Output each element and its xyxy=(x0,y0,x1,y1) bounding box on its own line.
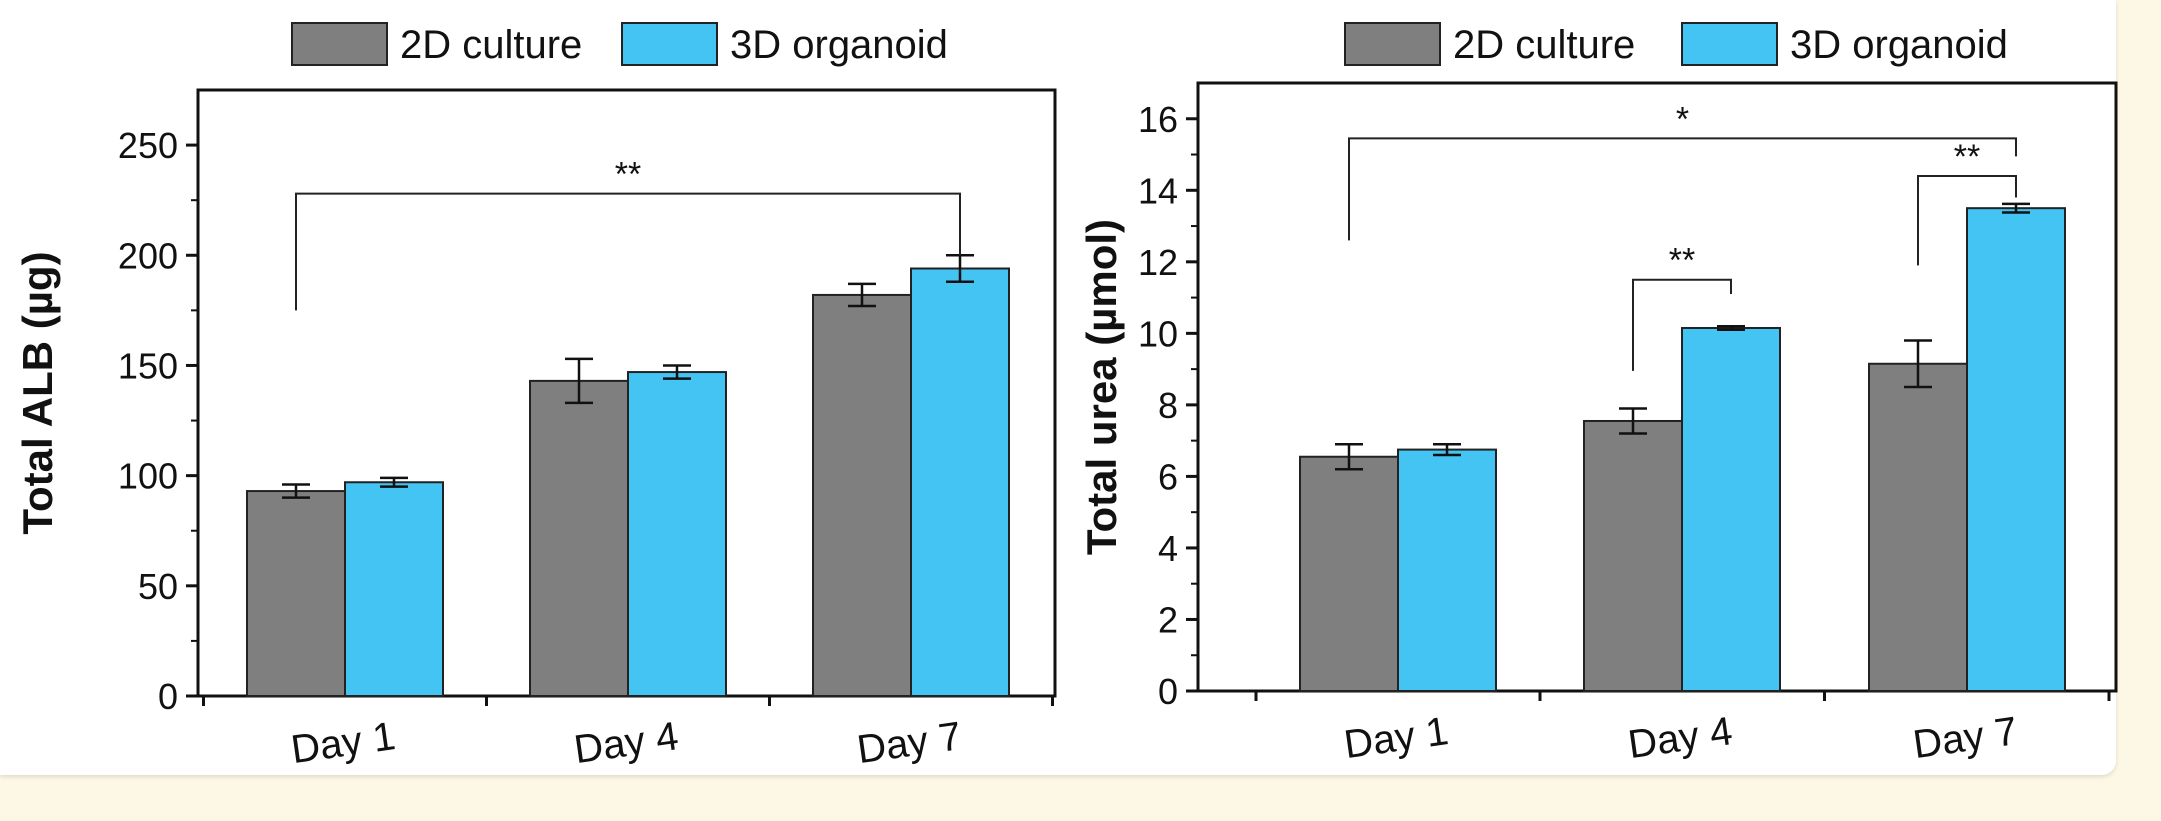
urea-category-label: Day 1 xyxy=(1341,709,1451,767)
alb-bar-3d-2 xyxy=(627,371,727,697)
alb-significance-label: ** xyxy=(615,156,641,194)
urea-legend-swatch-2d xyxy=(1344,22,1441,66)
urea-legend-label-2d: 2D culture xyxy=(1453,23,1635,67)
urea-y-tick-label: 10 xyxy=(1138,313,1178,354)
urea-bar-2d-3 xyxy=(1868,362,1968,692)
urea-bar-3d-2 xyxy=(1681,326,1781,692)
urea-y-tick-label: 2 xyxy=(1158,599,1178,640)
urea-y-tick-label: 14 xyxy=(1138,170,1178,211)
alb-category-label: Day 1 xyxy=(288,714,398,772)
alb-chart: 0 50 100 150 200 250 Day 1 Day 4 Day 7 ** Total AL… xyxy=(14,22,1057,772)
alb-category-label: Day 7 xyxy=(854,714,964,772)
alb-legend-swatch-3d xyxy=(621,22,718,66)
alb-y-axis-title: Total ALB (µg) xyxy=(14,251,61,534)
urea-legend-label-3d: 3D organoid xyxy=(1790,23,2008,67)
urea-bar-2d-1 xyxy=(1299,455,1399,692)
urea-y-tick-label: 6 xyxy=(1158,456,1178,497)
alb-bar-3d-3 xyxy=(910,267,1010,697)
alb-y-tick-label: 250 xyxy=(118,125,178,166)
urea-y-tick-label: 12 xyxy=(1138,242,1178,283)
urea-bar-3d-3 xyxy=(1966,207,2066,692)
alb-bar-2d-3 xyxy=(812,293,912,697)
alb-category-label: Day 4 xyxy=(571,714,681,772)
urea-bar-3d-1 xyxy=(1397,448,1497,692)
urea-y-tick-label: 16 xyxy=(1138,99,1178,140)
alb-bar-2d-2 xyxy=(529,379,629,697)
urea-significance-label: ** xyxy=(1669,242,1695,280)
urea-legend-swatch-3d xyxy=(1681,22,1778,66)
urea-significance-bracket xyxy=(1348,137,2017,241)
alb-y-tick-label: 50 xyxy=(138,566,178,607)
urea-significance-bracket xyxy=(1917,174,2017,266)
urea-y-tick-label: 8 xyxy=(1158,385,1178,426)
alb-legend-label-3d: 3D organoid xyxy=(730,23,948,67)
urea-y-tick-label: 0 xyxy=(1158,671,1178,712)
alb-legend-swatch-2d xyxy=(291,22,388,66)
alb-bar-2d-1 xyxy=(246,490,346,698)
urea-y-tick-label: 4 xyxy=(1158,528,1178,569)
urea-category-label: Day 7 xyxy=(1910,709,2020,767)
alb-bar-3d-1 xyxy=(344,481,444,698)
urea-category-label: Day 4 xyxy=(1625,709,1735,767)
alb-y-tick-label: 0 xyxy=(158,676,178,717)
urea-significance-label: * xyxy=(1676,100,1689,138)
alb-y-tick-label: 100 xyxy=(118,456,178,497)
alb-significance-bracket xyxy=(295,192,961,311)
alb-y-tick-label: 150 xyxy=(118,345,178,386)
urea-bar-2d-2 xyxy=(1583,419,1683,692)
alb-legend-label-2d: 2D culture xyxy=(400,23,582,67)
urea-significance-bracket xyxy=(1632,278,1732,371)
urea-significance-label: ** xyxy=(1954,138,1980,176)
urea-y-axis-title: Total urea (µmol) xyxy=(1078,219,1125,555)
alb-y-tick-label: 200 xyxy=(118,235,178,276)
